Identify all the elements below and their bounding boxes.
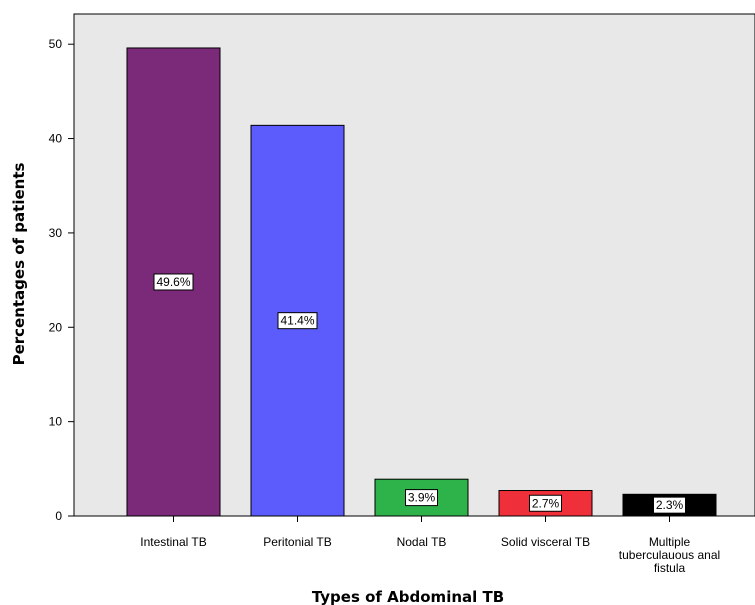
x-tick-label: Peritonial TB [263, 535, 331, 549]
x-tick-label: Intestinal TB [140, 535, 206, 549]
x-axis: Intestinal TB Peritonial TB Nodal TB Solid … [140, 516, 720, 575]
data-label-box [277, 312, 318, 330]
data-label: 41.4% [280, 314, 314, 328]
data-label-box [405, 489, 438, 507]
x-tick-label: tuberculauous anal [619, 548, 720, 562]
data-label: 3.9% [408, 491, 436, 505]
data-label-box [653, 496, 686, 514]
data-label: 49.6% [156, 275, 190, 289]
data-label-box [529, 494, 562, 512]
x-tick-label: Multiple [649, 535, 691, 549]
data-label: 2.7% [532, 496, 560, 510]
data-label: 2.3% [656, 498, 684, 512]
y-tick-label: 50 [49, 37, 63, 51]
y-tick-label: 20 [49, 320, 63, 334]
x-tick-label: Solid visceral TB [501, 535, 590, 549]
y-axis-title: Percentages of patients [10, 163, 28, 366]
x-tick-label: fistula [654, 561, 686, 575]
y-tick-label: 0 [55, 509, 62, 523]
y-axis: 0 10 20 30 40 50 [49, 37, 74, 523]
y-tick-label: 40 [49, 132, 63, 146]
bars: 49.6% 41.4% 3.9% 2.7% 2.3% [126, 47, 717, 517]
data-label-box [153, 273, 194, 291]
y-tick-label: 10 [49, 415, 63, 429]
x-tick-label: Nodal TB [397, 535, 447, 549]
x-axis-title: Types of Abdominal TB [312, 588, 504, 605]
y-tick-label: 30 [49, 226, 63, 240]
